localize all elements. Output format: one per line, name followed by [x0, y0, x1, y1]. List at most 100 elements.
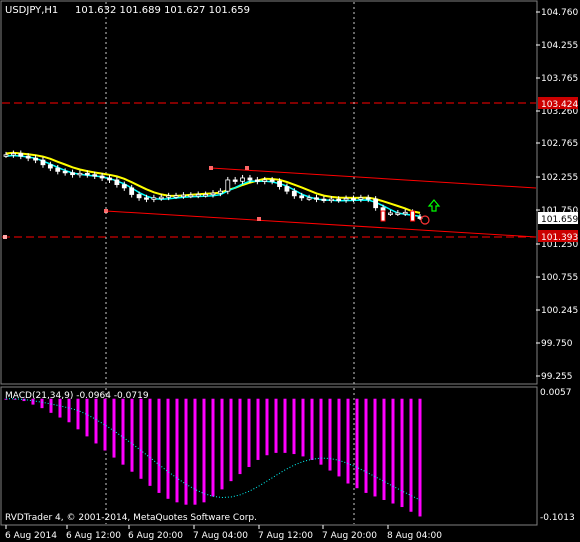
candle-body — [262, 179, 268, 182]
macd-bar — [148, 398, 152, 486]
time-tick-label: 8 Aug 04:00 — [387, 531, 442, 541]
channel-upper-line — [210, 167, 537, 189]
candle-body — [358, 197, 364, 200]
candle-body — [306, 197, 312, 200]
candle-body — [240, 177, 245, 182]
candle-body — [395, 212, 401, 215]
channel-anchor — [104, 209, 108, 213]
candle-body — [388, 212, 393, 215]
time-tick-label: 6 Aug 12:00 — [66, 531, 121, 541]
macd-bar — [265, 398, 269, 456]
candle-body — [314, 197, 319, 200]
price-tick-label: 102.255 — [541, 173, 578, 183]
candle-body — [365, 197, 371, 200]
candle-body — [47, 164, 53, 169]
time-tick-label: 7 Aug 20:00 — [322, 531, 377, 541]
price-axis: 104.760 104.255 103.765 103.260 102.765 102.2… — [536, 8, 578, 382]
macd-bar — [40, 398, 44, 409]
macd-bar — [103, 398, 107, 451]
candle-body — [343, 198, 349, 201]
candle-body — [18, 153, 24, 157]
macd-bar — [247, 398, 251, 468]
macd-label: MACD(21,34,9) -0.0964 -0.0719 — [5, 391, 149, 401]
price-tick-label: 102.765 — [541, 139, 578, 149]
macd-panel-frame — [0, 386, 538, 526]
circle-marker-icon — [420, 215, 430, 225]
candle-body — [247, 177, 253, 181]
candle-body — [173, 195, 179, 198]
candle-body — [225, 179, 231, 192]
current-price-tag — [538, 212, 578, 224]
candle-body — [217, 190, 223, 194]
candle-body — [380, 210, 386, 222]
candle-body — [299, 195, 305, 199]
candle-body — [277, 180, 282, 187]
macd-bar — [130, 398, 134, 472]
candle-body — [10, 153, 16, 156]
macd-bar — [166, 398, 170, 499]
macd-bar — [157, 398, 161, 493]
macd-bar — [364, 398, 368, 493]
upper-level-tag — [538, 97, 578, 109]
candle-body — [410, 210, 416, 222]
candles — [3, 150, 423, 222]
symbol-label: USDJPY,H1 — [5, 5, 58, 16]
macd-bar — [319, 398, 323, 465]
candle-body — [70, 172, 75, 176]
level-anchor — [3, 235, 7, 239]
upper-level-value: 103.424 — [541, 100, 578, 110]
candle-body — [284, 186, 290, 192]
macd-bar — [76, 398, 80, 430]
ohlc-label: 101.632 101.689 101.627 101.659 — [75, 5, 250, 16]
candle-body — [373, 198, 379, 209]
macd-bar — [301, 398, 305, 457]
candle-body — [84, 172, 90, 176]
candle-body — [151, 197, 157, 200]
macd-bar — [373, 398, 377, 497]
copyright-text: RVDTrader 4, © 2001-2014, MetaQuotes Sof… — [5, 513, 257, 523]
macd-bar — [310, 398, 314, 460]
macd-bar — [256, 398, 260, 460]
channel-anchor — [257, 217, 261, 221]
price-tick-label: 99.255 — [541, 372, 573, 382]
candle-body — [33, 157, 38, 161]
candle-body — [121, 184, 127, 189]
macd-bar — [139, 398, 143, 479]
candle-body — [136, 194, 142, 199]
price-tick-label: 103.260 — [541, 107, 578, 117]
macd-bar — [202, 398, 206, 503]
macd-bar — [184, 398, 188, 505]
candle-body — [203, 194, 209, 197]
time-tick-label: 7 Aug 12:00 — [258, 531, 313, 541]
macd-bar — [328, 398, 332, 471]
candle-body — [351, 198, 356, 201]
channel-lower-line — [105, 210, 537, 238]
candle-body — [321, 198, 327, 202]
macd-bar — [238, 398, 242, 475]
lower-level-tag — [538, 230, 578, 242]
macd-bar — [382, 398, 386, 500]
candle-body — [129, 187, 135, 195]
macd-axis-bottom: -0.1013 — [540, 513, 575, 523]
macd-bar — [175, 398, 179, 503]
macd-bar — [283, 398, 287, 453]
macd-bar — [112, 398, 116, 458]
candle-body — [269, 179, 275, 182]
macd-bar — [274, 398, 278, 453]
price-tick-label: 100.245 — [541, 306, 578, 316]
macd-bar — [400, 398, 404, 508]
candle-body — [181, 194, 186, 198]
macd-bar — [220, 398, 224, 490]
macd-bar — [4, 398, 8, 400]
macd-bar — [58, 398, 62, 418]
candle-body — [195, 194, 201, 197]
macd-bar — [355, 398, 359, 489]
time-tick-label: 6 Aug 20:00 — [128, 531, 183, 541]
time-tick-label: 7 Aug 04:00 — [193, 531, 248, 541]
price-panel-frame — [0, 0, 538, 385]
candle-body — [328, 198, 334, 202]
price-tick-label: 101.250 — [541, 240, 578, 250]
candle-body — [40, 159, 46, 166]
up-arrow-icon — [427, 199, 441, 212]
